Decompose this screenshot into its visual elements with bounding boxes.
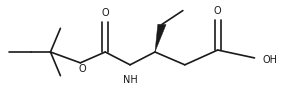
Text: O: O [214,6,221,16]
Text: O: O [78,64,86,74]
Text: NH: NH [123,75,137,85]
Polygon shape [155,24,166,52]
Text: OH: OH [263,55,278,65]
Text: O: O [101,8,109,18]
